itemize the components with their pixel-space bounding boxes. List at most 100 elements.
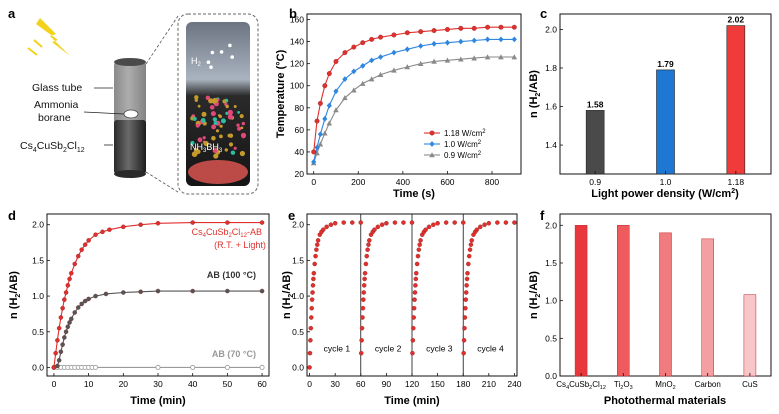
panel-e-data-point [308,338,313,343]
panel-c-xlabel: Light power density (W/cm2) [591,188,739,200]
inset-particle [241,135,246,139]
panel-e-data-point [462,315,468,320]
panel-e-data-point [328,222,334,227]
panel-e-data-point [423,227,428,232]
panel-b-data-point [444,26,450,32]
panel-f-ylabel: n (H2/AB) [528,271,542,319]
panel-b-legend: 1.18 W/cm2 1.0 W/cm2 0.9 W/cm2 [424,129,486,160]
inset-particle [196,149,201,154]
panel-e-data-point [452,220,457,225]
panel-b-data-point [471,25,477,31]
panel-b-data-point [484,36,491,43]
panel-e-data-point [463,305,468,311]
panel-d-data-point [58,349,64,354]
panel-f-bar [743,294,757,377]
panel-b-data-point [498,54,504,60]
panel-d-data-point [103,291,109,297]
inset-particle [237,111,241,114]
panel-d-xtick-label: 10 [84,379,94,389]
panel-d-xlabel: Time (min) [130,395,186,407]
panel-c-value-label: 1.79 [657,59,674,69]
inset-particle [228,142,234,147]
panel-b-data-point [377,71,384,77]
panel-c-plot: 1.4 1.6 1.8 2.0 1.58 0.9 1.79 1.0 2.02 1.18 [545,15,746,187]
panel-e-xtick-label: 150 [431,379,445,389]
panel-e-data-point [462,325,467,331]
panel-e-data-point [465,270,470,276]
inset-particle [202,136,206,140]
panel-d-data-point [62,297,67,302]
inset-particle [205,95,210,101]
panel-d-data-point [53,350,58,356]
panel-e-data-point [435,221,440,226]
panel-e-data-point [324,224,329,230]
panel-e-data-point [364,253,370,259]
inset-particle [190,140,195,145]
panel-d-plot: 0.0 0.5 1.0 1.5 2.0 0 10 20 30 40 50 60 [32,220,267,389]
inset-particle [222,99,227,104]
panel-b-data-point [317,100,323,106]
panel-e-data-point [314,242,320,247]
panel-d-xtick-label: 20 [119,379,129,389]
panel-b-data-point [391,67,397,73]
panel-e-data-point [468,242,474,247]
panel-b-xlabel: Time (s) [393,188,435,200]
panel-d-data-point [75,253,81,259]
panel-e-ylabel: n (H2/AB) [281,271,295,319]
legend-marker [429,152,435,158]
panel-e-data-point [307,365,312,370]
panel-b-ytick-label: 100 [290,81,304,91]
panel-d-data-point [63,329,69,335]
inset-particle [241,121,245,126]
inset-frame [177,13,259,195]
panel-b-xtick-label: 600 [440,177,454,187]
panel-b-xtick-label: 0 [311,177,316,187]
panel-e-data-point [411,325,416,331]
legend-label: 1.0 W/cm2 [444,140,482,149]
panel-d-data-point [67,320,72,325]
panel-f-bar [701,238,714,377]
panel-e-data-point [309,305,314,311]
panel-d-xtick-label: 60 [257,379,267,389]
panel-f-xlabel: Photothermal materials [604,395,726,407]
panel-b-letter: b [289,6,297,21]
inset-particle [192,116,197,121]
panel-d-data-point [100,229,105,235]
panel-e-data-point [308,325,314,331]
inset-particle [212,148,218,154]
panel-e-data-point [320,227,326,232]
panel-b-data-point [511,24,517,30]
panel-b-data-point [314,118,320,124]
panel-e-data-point [392,220,398,225]
panel-d-data-point [60,305,65,311]
panel-f-ytick-label: 1.0 [545,296,557,306]
zoom-line-bottom [145,171,179,193]
panel-b-data-point [471,37,477,44]
panel-e-data-point [417,242,422,247]
panel-c-bar [585,110,605,175]
panel-b-data-point [498,24,504,30]
panel-b-data-point [311,149,317,155]
panel-b-ytick-label: 120 [290,59,304,69]
inset-particle [200,118,206,123]
panel-c-bar [726,25,746,175]
panel-f-ytick-label: 0.5 [545,333,557,343]
panel-b-xtick-label: 200 [351,177,365,187]
lightning-bolt-icon [36,18,70,56]
inset-particle [219,124,223,128]
inset-particle [219,134,223,139]
panel-d-ytick-label: 0.0 [32,362,44,372]
panel-d-data-point [56,325,62,331]
panel-e-data-point [360,305,366,311]
ammonia-borane-pellet [123,109,139,119]
panel-b-ytick-label: 140 [290,37,304,47]
panel-c-xtick-label: 1.0 [660,177,672,187]
panel-b-data-point [498,36,504,43]
inset-particle [213,153,219,159]
inset-melt [188,160,248,184]
cycle-label: cycle 1 [324,344,351,354]
inset-particle [233,105,237,108]
panel-e-data-point [365,247,370,252]
panel-c-ytick-label: 1.8 [545,63,557,73]
panel-e-data-point [358,220,364,225]
